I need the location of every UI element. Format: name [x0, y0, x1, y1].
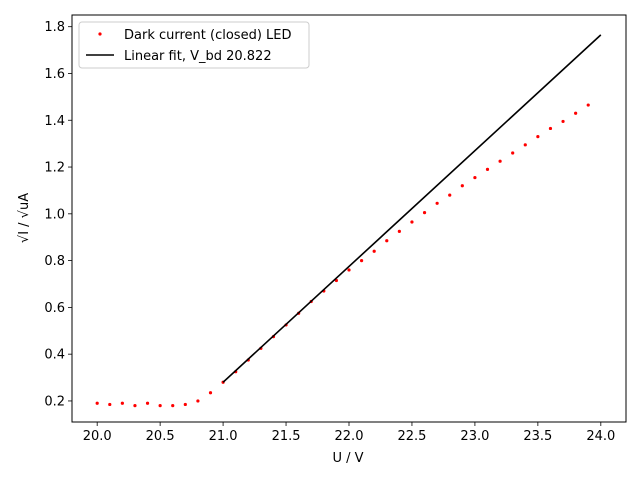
- data-point: [435, 201, 439, 205]
- data-point: [460, 184, 464, 188]
- y-tick-label: 1.8: [44, 20, 65, 35]
- y-tick-label: 1.4: [44, 114, 65, 129]
- legend-entry-line: Linear fit, V_bd 20.822: [124, 49, 272, 64]
- legend-frame: [78, 21, 310, 69]
- data-point: [158, 404, 162, 408]
- y-tick-label: 1.0: [44, 207, 65, 222]
- legend: Dark current (closed) LED Linear fit, V_…: [78, 21, 310, 69]
- x-tick-label: 22.0: [335, 429, 364, 444]
- data-point: [108, 402, 112, 407]
- data-point: [95, 401, 99, 405]
- data-point: [485, 167, 490, 171]
- data-point: [448, 193, 452, 197]
- data-point: [347, 268, 351, 272]
- data-point: [359, 259, 364, 263]
- x-axis-label: U / V: [332, 451, 363, 466]
- series-line-fit: [222, 34, 602, 383]
- data-point: [511, 151, 515, 155]
- legend-marker-scatter: [98, 32, 102, 36]
- data-point: [561, 119, 565, 124]
- x-tick-label: 23.0: [460, 429, 489, 444]
- x-tick-label: 20.0: [83, 429, 112, 444]
- data-point: [523, 143, 527, 147]
- y-tick-label: 0.2: [44, 394, 65, 409]
- x-tick-label: 20.5: [146, 429, 175, 444]
- y-axis-ticks: 0.2 0.4 0.6 0.8 1.0 1.2 1.4 1.6 1.8: [44, 20, 72, 409]
- y-tick-label: 0.8: [44, 254, 65, 269]
- x-tick-label: 21.5: [272, 429, 301, 444]
- data-point: [196, 399, 200, 403]
- x-tick-label: 24.0: [586, 429, 615, 444]
- data-point: [422, 211, 427, 215]
- y-tick-label: 0.6: [44, 301, 65, 316]
- data-point: [171, 404, 175, 408]
- y-tick-label: 0.4: [44, 348, 65, 363]
- legend-entry-scatter: Dark current (closed) LED: [124, 28, 292, 43]
- x-axis-ticks: 20.0 20.5 21.0 21.5 22.0 22.5 23.0 23.5 24.0: [83, 422, 615, 444]
- y-tick-label: 1.6: [44, 67, 65, 82]
- data-point: [536, 135, 540, 139]
- data-point: [397, 229, 401, 233]
- data-point: [183, 402, 187, 407]
- data-point: [120, 401, 124, 405]
- data-point: [133, 404, 137, 408]
- data-point: [586, 103, 590, 107]
- data-point: [385, 239, 389, 243]
- data-point: [145, 401, 150, 405]
- data-point: [208, 391, 213, 395]
- data-point: [473, 175, 477, 180]
- x-tick-label: 22.5: [397, 429, 426, 444]
- y-axis-label: √I / √uA: [17, 193, 32, 243]
- y-tick-label: 1.2: [44, 161, 65, 176]
- data-point: [548, 126, 553, 131]
- x-tick-label: 21.0: [209, 429, 238, 444]
- data-point: [372, 249, 376, 253]
- x-tick-label: 23.5: [523, 429, 552, 444]
- data-point: [498, 159, 502, 163]
- data-point: [574, 111, 578, 115]
- data-point: [410, 220, 414, 224]
